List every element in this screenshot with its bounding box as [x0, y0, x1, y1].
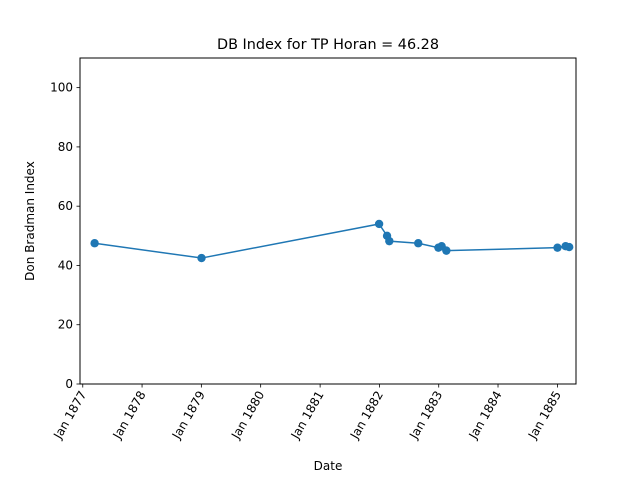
y-tick-label: 40: [58, 258, 73, 272]
data-point: [197, 253, 206, 263]
x-tick-label: Jan 1878: [110, 389, 149, 443]
x-tick-label: Jan 1877: [50, 389, 89, 443]
x-tick-label: Jan 1879: [169, 389, 208, 443]
data-point: [553, 243, 562, 252]
chart-title: DB Index for TP Horan = 46.28: [217, 37, 439, 53]
plot-frame: [79, 57, 577, 385]
data-point: [374, 219, 384, 229]
y-tick-label: 100: [50, 81, 73, 95]
x-axis: Jan 1877 Jan 1878 Jan 1879 Jan 1880 Jan 1881…: [50, 384, 564, 442]
x-tick-label: Jan 1882: [347, 389, 386, 443]
series-layer: [90, 219, 574, 263]
x-tick-label: Jan 1884: [466, 389, 505, 443]
data-point: [385, 236, 394, 246]
y-axis: 0 20 40 60 80 100: [50, 81, 80, 391]
data-point: [442, 246, 451, 255]
y-axis-label: Don Bradman Index: [23, 161, 37, 281]
series-line: [94, 223, 570, 259]
data-point: [414, 239, 423, 248]
x-axis-label: Date: [314, 459, 343, 473]
x-tick-label: Jan 1885: [525, 389, 564, 443]
y-tick-label: 60: [58, 199, 73, 213]
data-point: [564, 242, 574, 252]
x-tick-label: Jan 1881: [288, 389, 327, 443]
x-tick-label: Jan 1883: [406, 389, 445, 443]
y-tick-label: 80: [58, 140, 73, 154]
data-point: [90, 239, 99, 248]
y-tick-label: 0: [65, 377, 73, 391]
x-tick-label: Jan 1880: [228, 389, 267, 443]
y-tick-label: 20: [58, 318, 73, 332]
